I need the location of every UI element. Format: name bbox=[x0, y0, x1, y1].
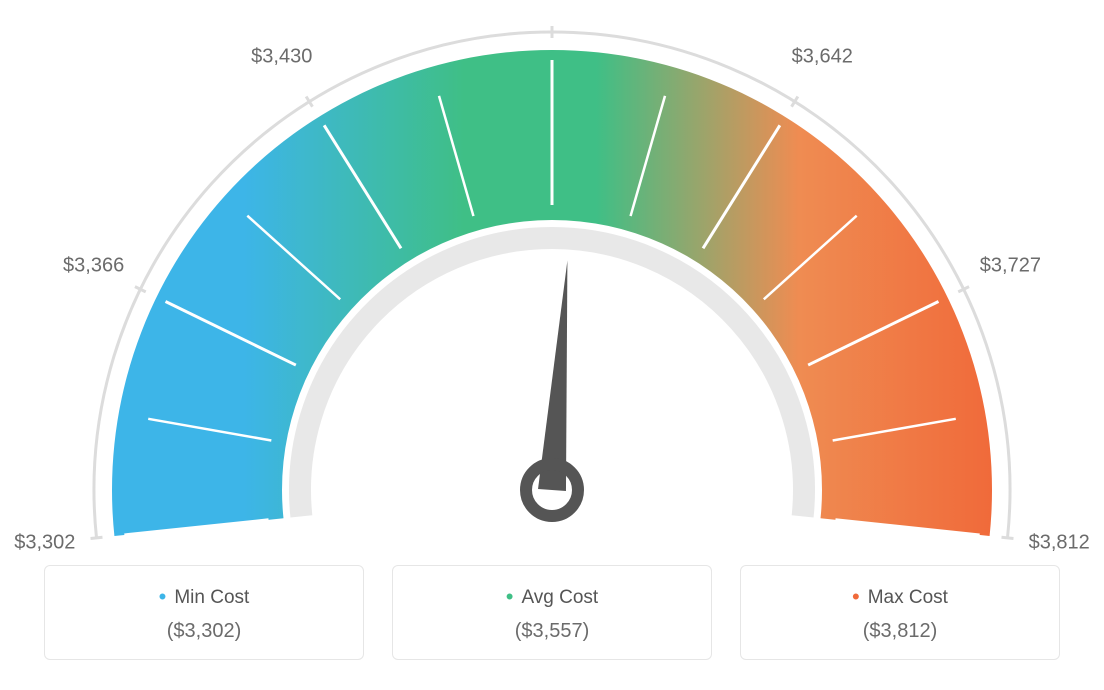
gauge-tick-label: $3,642 bbox=[792, 46, 853, 69]
legend-card-max: Max Cost ($3,812) bbox=[740, 565, 1060, 660]
legend-avg-title: Avg Cost bbox=[403, 584, 701, 610]
legend-max-title: Max Cost bbox=[751, 584, 1049, 610]
legend-min-title: Min Cost bbox=[55, 584, 353, 610]
legend-min-value: ($3,302) bbox=[55, 620, 353, 643]
gauge-tick-label: $3,366 bbox=[63, 255, 124, 278]
legend-card-avg: Avg Cost ($3,557) bbox=[392, 565, 712, 660]
gauge-svg bbox=[0, 0, 1104, 540]
gauge-tick-label: $3,302 bbox=[14, 532, 75, 555]
gauge-area: $3,302$3,366$3,430$3,557$3,642$3,727$3,8… bbox=[0, 0, 1104, 540]
legend-row: Min Cost ($3,302) Avg Cost ($3,557) Max … bbox=[0, 565, 1104, 660]
gauge-tick-label: $3,430 bbox=[251, 46, 312, 69]
cost-gauge-chart: { "gauge": { "type": "gauge", "center_x"… bbox=[0, 0, 1104, 690]
legend-card-min: Min Cost ($3,302) bbox=[44, 565, 364, 660]
legend-max-value: ($3,812) bbox=[751, 620, 1049, 643]
gauge-tick-label: $3,727 bbox=[980, 255, 1041, 278]
legend-avg-value: ($3,557) bbox=[403, 620, 701, 643]
gauge-tick-label: $3,812 bbox=[1029, 532, 1090, 555]
